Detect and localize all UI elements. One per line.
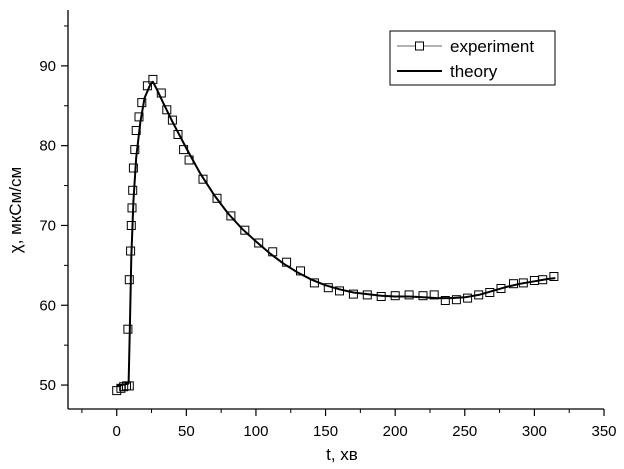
experiment-point: [119, 382, 129, 392]
experiment-point: [485, 288, 495, 297]
experiment-point: [254, 238, 264, 248]
legend: experiment theory: [389, 30, 556, 86]
experiment-point: [509, 279, 518, 289]
x-tick-label: 350: [591, 423, 616, 440]
experiment-point: [323, 283, 333, 293]
experiment-point: [335, 286, 344, 296]
experiment-point: [518, 278, 528, 288]
experiment-point: [418, 291, 428, 301]
x-tick-label: 200: [383, 423, 408, 440]
experiment-point: [240, 225, 250, 235]
experiment-point: [404, 290, 414, 300]
plot-lines: [116, 80, 556, 387]
experiment-point: [538, 275, 548, 285]
y-axis-label: χ, мкСм/см: [6, 167, 25, 253]
experiment-point: [126, 246, 136, 256]
experiment-point: [362, 290, 372, 300]
experiment-point: [390, 291, 400, 301]
experiment-point: [463, 293, 473, 303]
experiment-point: [131, 126, 141, 135]
experiment-point: [142, 81, 152, 91]
experiment-point: [162, 105, 172, 115]
x-tick-label: 250: [452, 423, 477, 440]
axes: [61, 10, 605, 416]
x-tick-label: 0: [113, 423, 121, 440]
experiment-point: [296, 266, 305, 276]
x-tick-label: 50: [178, 423, 195, 440]
experiment-point: [148, 74, 158, 84]
y-tick-label: 80: [39, 138, 56, 155]
experiment-point: [549, 272, 559, 281]
legend-box: [389, 30, 556, 86]
experiment-point: [429, 290, 439, 300]
x-tick-label: 300: [522, 423, 547, 440]
series-theory-line: [116, 80, 556, 387]
x-tick-label: 100: [243, 423, 268, 440]
experiment-point: [440, 296, 450, 305]
experiment-point: [198, 174, 208, 184]
legend-theory-label: theory: [450, 62, 498, 81]
y-tick-label: 70: [39, 217, 56, 234]
experiment-point: [451, 295, 461, 305]
experiment-point: [123, 324, 133, 334]
experiment-point: [179, 145, 189, 155]
experiment-point: [348, 289, 358, 299]
experiment-point: [127, 203, 137, 213]
experiment-point: [212, 193, 222, 203]
y-tick-label: 90: [39, 58, 56, 75]
legend-experiment-marker: [415, 41, 424, 51]
experiment-point: [226, 211, 236, 221]
experiment-point: [128, 185, 138, 195]
legend-experiment-label: experiment: [450, 37, 534, 56]
x-axis-label: t, хв: [326, 445, 358, 464]
experiment-point: [496, 284, 506, 293]
experiment-point: [167, 115, 177, 125]
experiment-point: [126, 221, 136, 230]
experiment-point: [124, 381, 134, 391]
experiment-point: [282, 257, 292, 267]
experiment-point: [376, 292, 386, 301]
experiment-point: [184, 155, 194, 165]
y-tick-label: 50: [39, 377, 56, 394]
experiment-point: [173, 130, 183, 139]
experiment-point: [128, 163, 138, 173]
experiment-point: [124, 275, 134, 285]
plot-markers: [112, 74, 559, 396]
experiment-point: [309, 278, 319, 288]
tick-labels: 0 50 100 150 200 250 300 350 50 60 70 80 90: [39, 58, 616, 440]
experiment-point: [156, 88, 166, 98]
experiment-point: [474, 290, 484, 300]
experiment-point: [134, 112, 144, 122]
y-tick-label: 60: [39, 297, 56, 314]
experiment-point: [137, 98, 147, 108]
x-tick-label: 150: [313, 423, 338, 440]
experiment-point: [268, 247, 278, 257]
experiment-point: [130, 145, 140, 155]
